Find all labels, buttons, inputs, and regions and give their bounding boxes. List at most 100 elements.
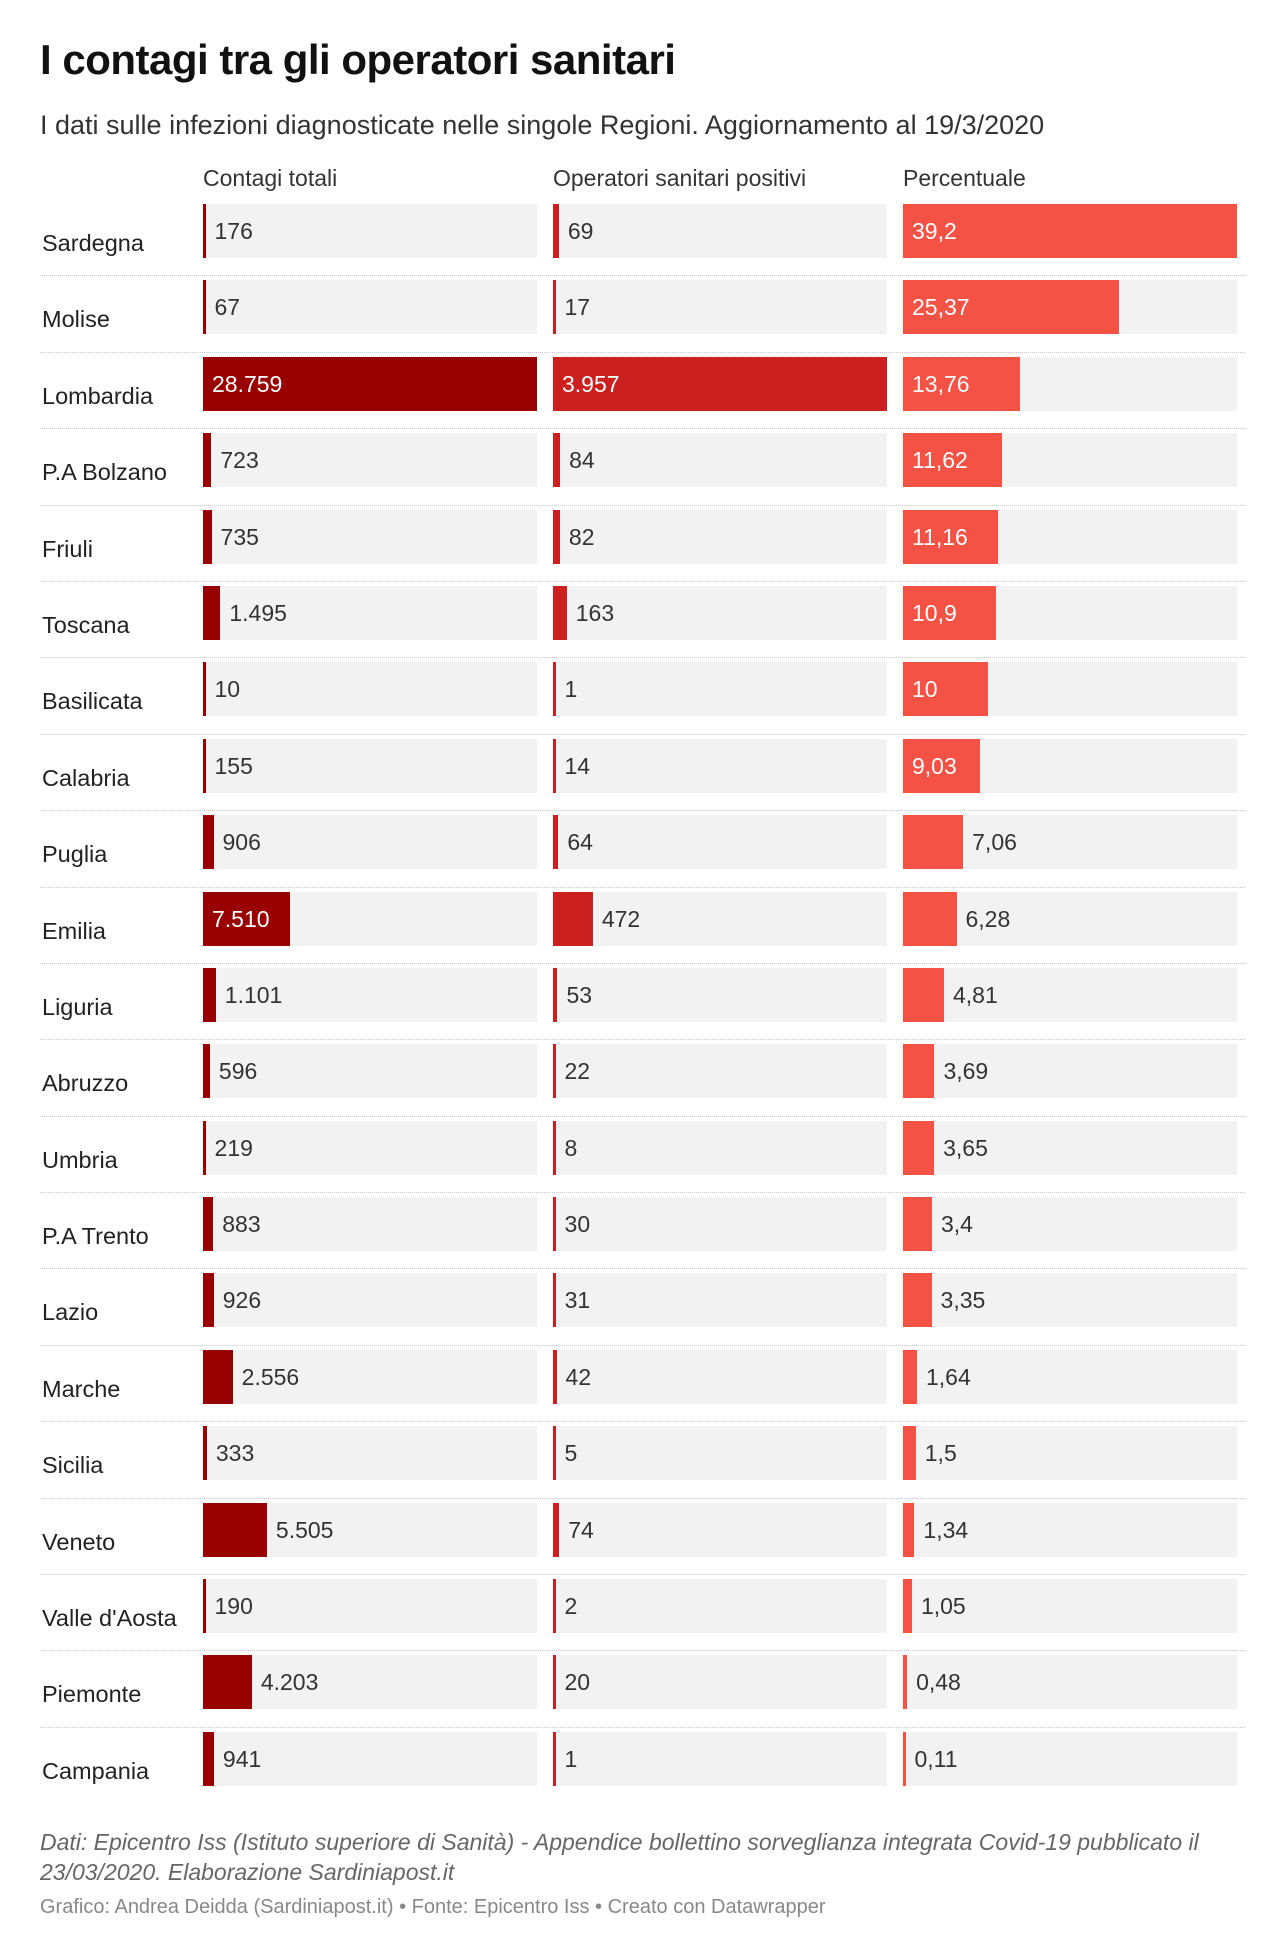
contagi-cell: 735 — [203, 509, 537, 564]
operatori-value-label: 84 — [569, 447, 595, 474]
region-label: Basilicata — [42, 688, 143, 715]
operatori-cell: 20 — [553, 1655, 887, 1710]
region-label: Lazio — [42, 1299, 99, 1326]
operatori-cell: 31 — [553, 1273, 887, 1328]
operatori-bar — [553, 1731, 556, 1786]
percentuale-bar — [903, 1044, 935, 1099]
contagi-cell: 28.759 — [203, 356, 537, 411]
table-row: Veneto 5.505 74 1,34 — [40, 1499, 1245, 1576]
operatori-value-label: 22 — [564, 1058, 591, 1085]
percentuale-bar — [903, 967, 944, 1022]
percentuale-value-label: 39,2 — [912, 218, 957, 244]
contagi-bar — [203, 738, 206, 793]
percentuale-value-label: 7,06 — [972, 829, 1017, 856]
contagi-value-label: 723 — [220, 447, 259, 474]
percentuale-cell: 1,34 — [903, 1502, 1237, 1557]
operatori-bar — [553, 1273, 556, 1328]
operatori-cell: 69 — [553, 204, 887, 258]
table-row: Lombardia 28.759 3.957 13,76 — [40, 353, 1245, 430]
contagi-bar — [203, 585, 221, 640]
operatori-value-label: 82 — [568, 523, 595, 550]
contagi-cell: 333 — [203, 1426, 537, 1481]
region-label: Calabria — [42, 764, 130, 791]
operatori-bar — [553, 433, 561, 488]
percentuale-cell: 39,2 — [903, 204, 1237, 258]
operatori-bar — [553, 1044, 556, 1099]
percentuale-value-label: 3,69 — [943, 1058, 989, 1085]
operatori-cell: 30 — [553, 1197, 887, 1252]
percentuale-cell: 6,28 — [903, 891, 1237, 946]
operatori-bar — [553, 1120, 556, 1175]
contagi-bar — [203, 967, 216, 1022]
contagi-cell: 906 — [203, 815, 537, 870]
contagi-value-label: 219 — [214, 1134, 253, 1161]
contagi-cell: 176 — [203, 204, 537, 258]
percentuale-bar — [903, 815, 964, 870]
percentuale-bar — [903, 280, 1120, 335]
contagi-value-label: 176 — [214, 218, 253, 244]
percentuale-bar — [903, 738, 980, 793]
percentuale-value-label: 10,9 — [912, 599, 957, 626]
table-row: Valle d'Aosta 190 2 1,05 — [40, 1575, 1245, 1652]
operatori-value-label: 163 — [575, 599, 615, 626]
operatori-value-label: 20 — [564, 1669, 591, 1696]
contagi-value-label: 155 — [214, 752, 253, 779]
percentuale-cell: 3,35 — [903, 1273, 1237, 1328]
percentuale-value-label: 11,62 — [912, 447, 968, 474]
contagi-bar — [203, 280, 206, 335]
operatori-cell: 53 — [553, 967, 887, 1022]
operatori-value-label: 42 — [565, 1363, 592, 1390]
operatori-cell: 5 — [553, 1426, 887, 1481]
region-label: Campania — [42, 1757, 150, 1784]
operatori-value-label: 30 — [564, 1211, 591, 1238]
percentuale-value-label: 1,34 — [923, 1516, 969, 1543]
table-row: P.A Trento 883 30 3,4 — [40, 1193, 1245, 1270]
operatori-bar — [553, 1197, 556, 1252]
contagi-bar — [203, 662, 206, 717]
percentuale-cell: 0,48 — [903, 1655, 1237, 1710]
chart-subtitle: I dati sulle infezioni diagnosticate nel… — [40, 110, 1045, 140]
contagi-value-label: 735 — [220, 523, 259, 550]
operatori-cell: 2 — [553, 1579, 887, 1634]
percentuale-bar — [903, 1731, 906, 1786]
percentuale-value-label: 1,05 — [920, 1593, 966, 1620]
operatori-bar — [553, 815, 559, 870]
percentuale-value-label: 3,4 — [940, 1211, 973, 1238]
operatori-cell: 82 — [553, 509, 887, 564]
table-row: Friuli 735 82 11,16 — [40, 506, 1245, 582]
percentuale-cell: 7,06 — [903, 815, 1237, 870]
contagi-cell: 219 — [203, 1120, 537, 1175]
operatori-cell: 8 — [553, 1120, 887, 1175]
contagi-cell: 7.510 — [203, 891, 537, 946]
table-row: Liguria 1.101 53 4,81 — [40, 964, 1245, 1041]
chart-table: Sardegna 176 69 39,2 Molise 67 17 25,37 Lombardi… — [40, 200, 1245, 1804]
table-row: P.A Bolzano 723 84 11,62 — [40, 429, 1245, 506]
percentuale-cell: 3,65 — [903, 1120, 1237, 1175]
contagi-value-label: 596 — [218, 1058, 258, 1085]
percentuale-bar — [903, 1120, 935, 1175]
percentuale-bar — [903, 204, 1237, 258]
contagi-value-label: 333 — [215, 1440, 255, 1467]
contagi-bar — [203, 1731, 214, 1786]
contagi-cell: 4.203 — [203, 1655, 537, 1710]
operatori-bar — [553, 1426, 556, 1481]
table-row: Campania 941 1 0,11 — [40, 1728, 1245, 1804]
contagi-cell: 10 — [203, 662, 537, 717]
operatori-value-label: 64 — [567, 829, 593, 856]
table-row: Molise 67 17 25,37 — [40, 276, 1245, 353]
percentuale-cell: 13,76 — [903, 356, 1237, 411]
percentuale-bar — [903, 1349, 917, 1404]
operatori-cell: 472 — [553, 891, 887, 946]
percentuale-bar — [903, 356, 1021, 411]
percentuale-bar — [903, 433, 1002, 488]
contagi-value-label: 5.505 — [275, 1516, 334, 1543]
contagi-bar — [203, 509, 212, 564]
operatori-cell: 17 — [553, 280, 887, 335]
percentuale-cell: 1,64 — [903, 1349, 1237, 1404]
contagi-bar — [203, 1655, 252, 1710]
region-label: Valle d'Aosta — [42, 1605, 177, 1632]
percentuale-value-label: 3,35 — [940, 1287, 986, 1314]
operatori-bar — [553, 280, 556, 335]
contagi-cell: 883 — [203, 1197, 537, 1252]
contagi-value-label: 4.203 — [260, 1669, 319, 1696]
